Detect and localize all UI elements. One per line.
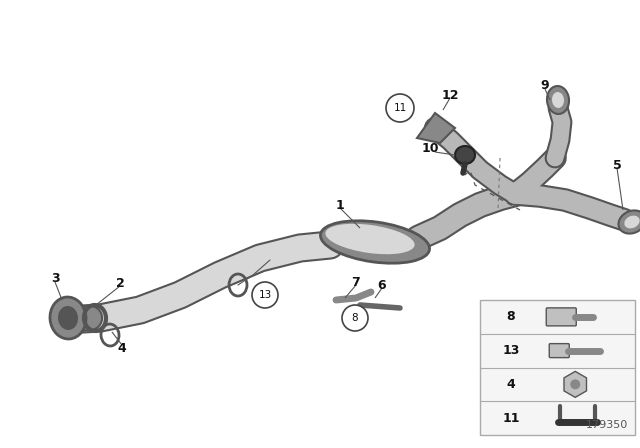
Text: 179350: 179350 <box>586 420 628 430</box>
Text: 10: 10 <box>421 142 439 155</box>
Circle shape <box>252 282 278 308</box>
Text: 13: 13 <box>259 290 271 300</box>
Ellipse shape <box>325 224 415 254</box>
Text: 8: 8 <box>352 313 358 323</box>
Ellipse shape <box>624 215 640 228</box>
Ellipse shape <box>552 92 564 108</box>
Text: 3: 3 <box>51 271 60 284</box>
Ellipse shape <box>321 221 429 263</box>
Ellipse shape <box>50 297 86 339</box>
Circle shape <box>386 94 414 122</box>
Ellipse shape <box>58 306 78 330</box>
FancyBboxPatch shape <box>480 300 635 435</box>
Ellipse shape <box>618 211 640 233</box>
Text: 12: 12 <box>441 89 459 102</box>
Text: 8: 8 <box>507 310 515 323</box>
Text: 4: 4 <box>507 378 515 391</box>
Text: 5: 5 <box>612 159 621 172</box>
Circle shape <box>570 379 580 389</box>
Text: 9: 9 <box>541 78 549 91</box>
Text: 1: 1 <box>335 198 344 211</box>
Text: 13: 13 <box>502 344 520 357</box>
FancyBboxPatch shape <box>549 344 569 358</box>
Text: 4: 4 <box>118 341 126 354</box>
Text: 11: 11 <box>502 412 520 425</box>
Circle shape <box>342 305 368 331</box>
Ellipse shape <box>455 146 475 164</box>
Text: 7: 7 <box>351 276 360 289</box>
FancyBboxPatch shape <box>547 308 576 326</box>
Text: 11: 11 <box>394 103 406 113</box>
Polygon shape <box>417 113 455 143</box>
Text: 2: 2 <box>116 276 124 289</box>
Text: 6: 6 <box>378 279 387 292</box>
Ellipse shape <box>547 86 569 114</box>
